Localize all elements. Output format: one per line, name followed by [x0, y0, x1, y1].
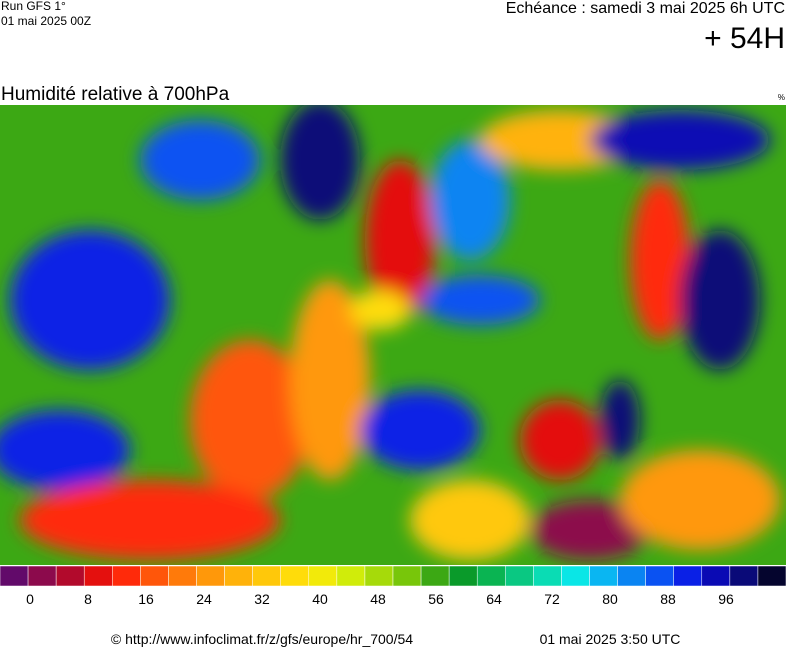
colorbar-swatch — [617, 565, 646, 587]
unit: % — [778, 93, 785, 102]
map-title: Humidité relative à 700hPa — [1, 84, 230, 105]
colorbar-tick-label: 72 — [544, 591, 560, 607]
colorbar-tick-label: 40 — [312, 591, 328, 607]
colorbar-tick-label: 8 — [84, 591, 92, 607]
colorbar-swatch — [83, 565, 113, 587]
colorbar-swatch — [364, 565, 394, 587]
colorbar-tick-label: 64 — [486, 591, 502, 607]
colorbar-swatch — [589, 565, 618, 587]
colorbar-tick-label: 88 — [660, 591, 676, 607]
colorbar-swatch — [0, 565, 29, 587]
colorbar-swatch — [729, 565, 759, 587]
colorbar-swatch — [55, 565, 85, 587]
colorbar-swatch — [476, 565, 506, 587]
lead-time: + 54H — [704, 22, 785, 55]
colorbar-tick-label: 0 — [26, 591, 34, 607]
colorbar-swatch — [308, 565, 338, 587]
colorbar-swatch — [505, 565, 534, 587]
colorbar-swatch — [392, 565, 422, 587]
colorbar-swatch — [420, 565, 450, 587]
colorbar-swatch — [701, 565, 731, 587]
colorbar-swatch — [224, 565, 253, 587]
humidity-map — [0, 105, 786, 565]
colorbar-swatch — [196, 565, 225, 587]
colorbar-swatch — [27, 565, 57, 587]
valid-time: Echéance : samedi 3 mai 2025 6h UTC — [506, 0, 785, 17]
colorbar-swatch — [252, 565, 281, 587]
colorbar-swatch — [448, 565, 478, 587]
colorbar-swatch — [645, 565, 674, 587]
run-date: 01 mai 2025 00Z — [1, 14, 91, 28]
colorbar-swatch — [140, 565, 169, 587]
colorbar-tick-label: 56 — [428, 591, 444, 607]
source: © http://www.infoclimat.fr/z/gfs/europe/… — [111, 631, 413, 647]
colorbar-swatch — [757, 565, 786, 587]
colorbar-swatch — [561, 565, 590, 587]
colorbar-swatch — [336, 565, 366, 587]
generated-time: 01 mai 2025 3:50 UTC — [540, 631, 681, 647]
colorbar-swatch — [533, 565, 562, 587]
colorbar-swatch — [280, 565, 310, 587]
colorbar-swatch — [673, 565, 703, 587]
colorbar: 0 8 16 24 32 40 48 56 64 72 80 88 96 — [0, 565, 786, 607]
run-label: Run GFS 1° — [1, 0, 66, 13]
colorbar-tick-label: 80 — [602, 591, 618, 607]
colorbar-swatch — [112, 565, 141, 587]
colorbar-swatch — [168, 565, 197, 587]
colorbar-tick-label: 96 — [718, 591, 734, 607]
colorbar-tick-label: 16 — [138, 591, 154, 607]
colorbar-tick-label: 48 — [370, 591, 386, 607]
colorbar-tick-label: 32 — [254, 591, 270, 607]
colorbar-tick-label: 24 — [196, 591, 212, 607]
